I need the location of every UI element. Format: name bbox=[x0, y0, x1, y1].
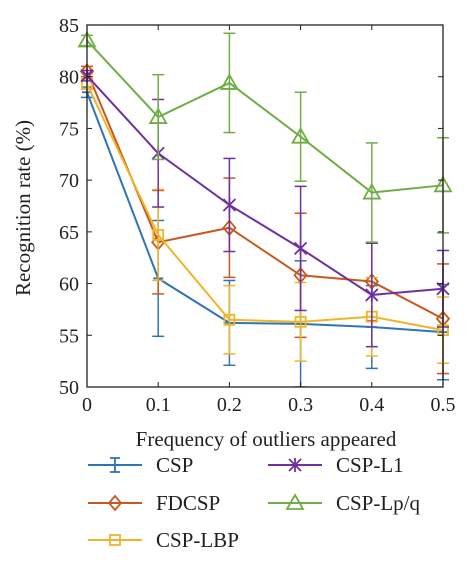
x-tick-label: 0 bbox=[82, 394, 92, 416]
series-csp-l1 bbox=[80, 68, 450, 348]
data-point bbox=[291, 126, 311, 144]
y-tick-label: 65 bbox=[59, 222, 79, 244]
data-point bbox=[365, 287, 379, 302]
legend-marker bbox=[285, 493, 305, 510]
x-tick-label: 0.1 bbox=[146, 394, 171, 416]
x-tick-label: 0.3 bbox=[288, 394, 313, 416]
axes: 0 0.1 0.2 0.3 0.4 0.5 50 55 60 65 70 75 80 85 bbox=[59, 15, 456, 416]
data-point bbox=[293, 241, 308, 256]
x-tick-label: 0.2 bbox=[217, 394, 242, 416]
series-line bbox=[86, 75, 444, 296]
y-tick-label: 80 bbox=[59, 67, 79, 89]
data-point bbox=[223, 313, 236, 326]
data-point bbox=[222, 197, 237, 212]
legend: CSP FDCSP CSP-LBP CSP-L1 CSP-Lp/q bbox=[88, 453, 421, 552]
y-tick-label: 70 bbox=[59, 170, 79, 192]
x-tick-label: 0.5 bbox=[431, 394, 456, 416]
legend-label: CSP-Lp/q bbox=[336, 491, 421, 515]
data-point bbox=[148, 107, 168, 124]
series-line bbox=[86, 91, 444, 334]
data-point bbox=[152, 229, 165, 241]
x-tick-label: 0.4 bbox=[359, 394, 384, 416]
legend-item: FDCSP bbox=[88, 491, 220, 515]
plot-frame bbox=[86, 24, 444, 388]
legend-item: CSP-L1 bbox=[268, 453, 404, 477]
legend-item: CSP bbox=[88, 453, 193, 477]
y-tick-label: 50 bbox=[59, 377, 79, 399]
y-axis-title: Recognition rate (%) bbox=[11, 120, 35, 296]
series-line bbox=[86, 71, 444, 320]
legend-label: CSP bbox=[156, 453, 193, 477]
series-csp-lp-q bbox=[77, 30, 453, 243]
legend-item: CSP-Lp/q bbox=[268, 491, 421, 515]
y-tick-label: 75 bbox=[59, 118, 79, 140]
data-point bbox=[362, 182, 382, 200]
y-tick-label: 85 bbox=[59, 15, 79, 37]
series-csp bbox=[81, 86, 449, 387]
y-tick-label: 55 bbox=[59, 325, 79, 347]
series-line bbox=[86, 39, 444, 194]
legend-item: CSP-LBP bbox=[88, 528, 239, 552]
legend-marker bbox=[109, 534, 121, 546]
legend-marker bbox=[107, 494, 123, 512]
legend-marker bbox=[288, 458, 302, 472]
series-line bbox=[86, 83, 444, 332]
data-point bbox=[294, 315, 307, 328]
legend-label: FDCSP bbox=[156, 491, 220, 515]
legend-label: CSP-L1 bbox=[336, 453, 404, 477]
x-axis-title: Frequency of outliers appeared bbox=[136, 427, 397, 451]
data-point bbox=[219, 73, 239, 90]
plot-area bbox=[77, 30, 453, 387]
y-tick-label: 60 bbox=[59, 274, 79, 296]
legend-label: CSP-LBP bbox=[156, 528, 239, 552]
